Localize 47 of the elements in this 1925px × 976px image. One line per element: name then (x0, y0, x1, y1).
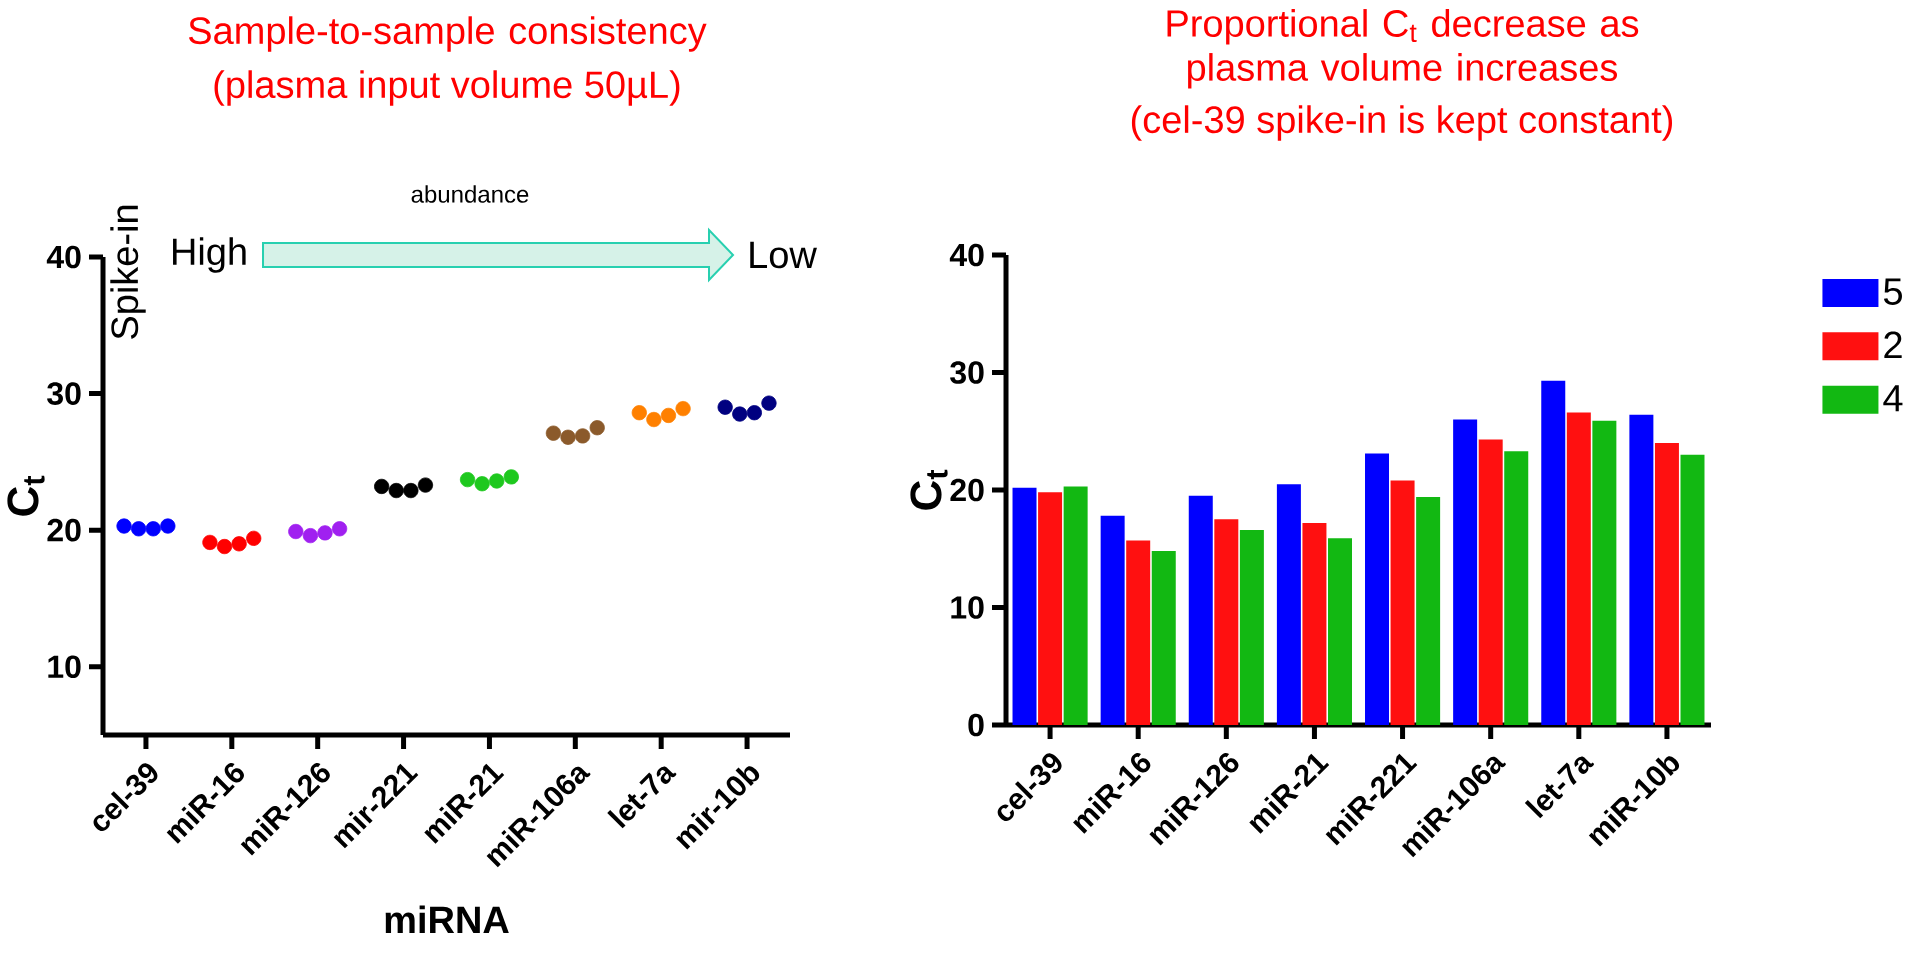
y-tick-label: 10 (951, 596, 984, 619)
chart-title: Proportional C$_{t}$ decrease as plasma volume increases (1167, 9, 1639, 89)
bar (1151, 551, 1176, 725)
bar (1239, 529, 1264, 725)
bar (1038, 492, 1063, 725)
bar (1276, 484, 1301, 725)
x-axis-title: miRNA (385, 905, 509, 933)
bar (1100, 515, 1125, 725)
bar (1328, 538, 1352, 725)
text: abundance (411, 185, 529, 203)
bar (1365, 453, 1390, 725)
annotation: Spike-in (110, 205, 146, 339)
y-tick-label: 30 (950, 361, 984, 384)
legend-label: 5 (1883, 278, 1902, 305)
bar (1063, 486, 1088, 725)
bar (1416, 497, 1441, 725)
y-axis-title: C$_{t}$ (910, 469, 948, 510)
chart-title: Sample-to-sample consistency (188, 16, 707, 52)
bar (1126, 540, 1151, 725)
y-tick-label: 10 (48, 655, 81, 679)
bar (1654, 443, 1679, 725)
bar (1680, 454, 1705, 725)
legend-label: 2 (1884, 331, 1902, 359)
bar (1188, 495, 1213, 725)
bar (1390, 480, 1415, 725)
bar (1302, 522, 1327, 725)
annotation: High (173, 237, 246, 273)
y-tick-label: 40 (949, 243, 984, 267)
bar (1214, 519, 1239, 725)
bar (1541, 380, 1566, 725)
annotation: Low (750, 241, 817, 269)
y-axis-title: C$_{t}$ (7, 475, 45, 516)
y-tick-label: 40 (46, 245, 81, 269)
y-tick-label: 20 (47, 518, 81, 542)
bar (1453, 419, 1478, 725)
chart-subtitle: (cel-39 spike-in is kept constant) (1131, 105, 1673, 141)
chart-subtitle: (plasma input volume 50µL) (214, 70, 680, 106)
y-tick-label: 30 (47, 382, 81, 405)
bar (1592, 420, 1617, 725)
bar (1504, 451, 1529, 725)
legend-label: 4 (1883, 385, 1903, 412)
bar (1478, 439, 1503, 725)
bar (1012, 487, 1037, 725)
bar (1566, 412, 1591, 725)
y-tick-label: 20 (950, 478, 984, 502)
y-tick-label: 0 (968, 713, 984, 737)
bar (1629, 414, 1654, 725)
